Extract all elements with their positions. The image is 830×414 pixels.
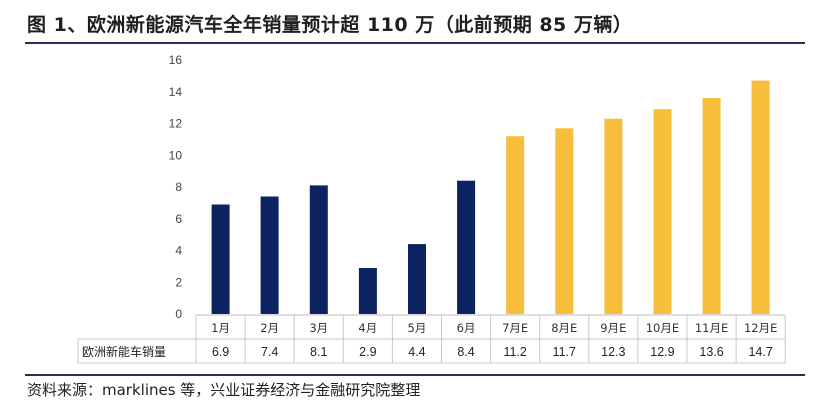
bar: [309, 185, 328, 314]
source-note: 资料来源：marklines 等，兴业证券经济与金融研究院整理: [27, 381, 421, 399]
x-tick-label: 10月E: [646, 321, 679, 335]
value-label: 12.9: [650, 345, 674, 359]
y-axis: 0 2 4 6 8 10 12 14 16: [169, 53, 183, 321]
bars: [211, 80, 770, 314]
value-label: 13.6: [699, 345, 723, 359]
series-label: 欧洲新能车销量: [82, 344, 166, 359]
y-tick-label: 8: [175, 180, 182, 194]
y-tick-label: 2: [175, 275, 182, 289]
value-label: 4.4: [408, 345, 425, 359]
y-tick-label: 6: [175, 212, 182, 226]
data-table: 欧洲新能车销量 1月 6.9 2月 7.4 3月 8.1 4月 2.9 5月 4.4 6月 8.4 7月E…: [77, 314, 786, 364]
bar: [604, 118, 623, 314]
bar: [653, 109, 672, 314]
y-tick-label: 12: [169, 117, 183, 131]
x-tick-label: 6月: [457, 321, 476, 335]
bar: [702, 98, 721, 314]
value-label: 8.1: [310, 345, 327, 359]
x-tick-label: 5月: [408, 321, 427, 335]
value-label: 2.9: [359, 345, 376, 359]
value-label: 11.7: [553, 345, 576, 359]
x-tick-label: 2月: [260, 321, 279, 335]
x-tick-label: 11月E: [695, 321, 728, 335]
bar: [751, 80, 770, 314]
x-tick-label: 7月E: [502, 321, 528, 335]
y-tick-label: 0: [175, 307, 182, 321]
bar: [260, 196, 279, 314]
title-divider: [25, 42, 805, 44]
x-tick-label: 4月: [358, 321, 377, 335]
bar: [457, 180, 476, 314]
y-tick-label: 14: [169, 85, 183, 99]
x-tick-label: 8月E: [551, 321, 577, 335]
x-tick-label: 3月: [309, 321, 328, 335]
x-tick-label: 12月E: [744, 321, 777, 335]
source-divider: [25, 374, 805, 376]
value-label: 8.4: [457, 345, 474, 359]
y-tick-label: 16: [169, 53, 183, 67]
y-tick-label: 10: [169, 148, 183, 162]
bar: [506, 136, 525, 314]
chart-title: 图 1、欧洲新能源汽车全年销量预计超 110 万（此前预期 85 万辆）: [27, 14, 633, 36]
bar: [358, 268, 377, 314]
value-label: 6.9: [212, 345, 229, 359]
value-label: 14.7: [748, 345, 772, 359]
value-label: 12.3: [601, 345, 625, 359]
x-tick-label: 9月E: [600, 321, 626, 335]
y-tick-label: 4: [175, 244, 182, 258]
bar: [555, 128, 574, 314]
value-label: 11.2: [503, 345, 526, 359]
x-tick-label: 1月: [211, 321, 230, 335]
bar: [408, 244, 426, 314]
value-label: 7.4: [261, 345, 278, 359]
bar: [211, 204, 230, 314]
